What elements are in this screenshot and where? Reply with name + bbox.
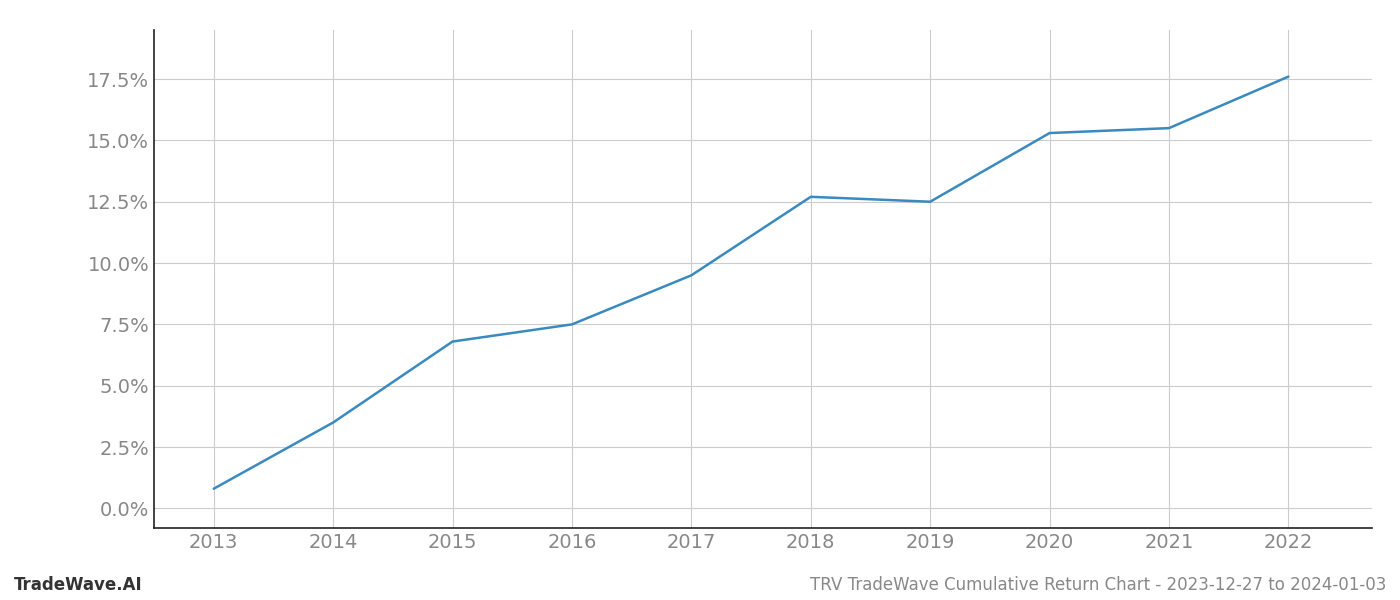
Text: TRV TradeWave Cumulative Return Chart - 2023-12-27 to 2024-01-03: TRV TradeWave Cumulative Return Chart - … — [809, 576, 1386, 594]
Text: TradeWave.AI: TradeWave.AI — [14, 576, 143, 594]
